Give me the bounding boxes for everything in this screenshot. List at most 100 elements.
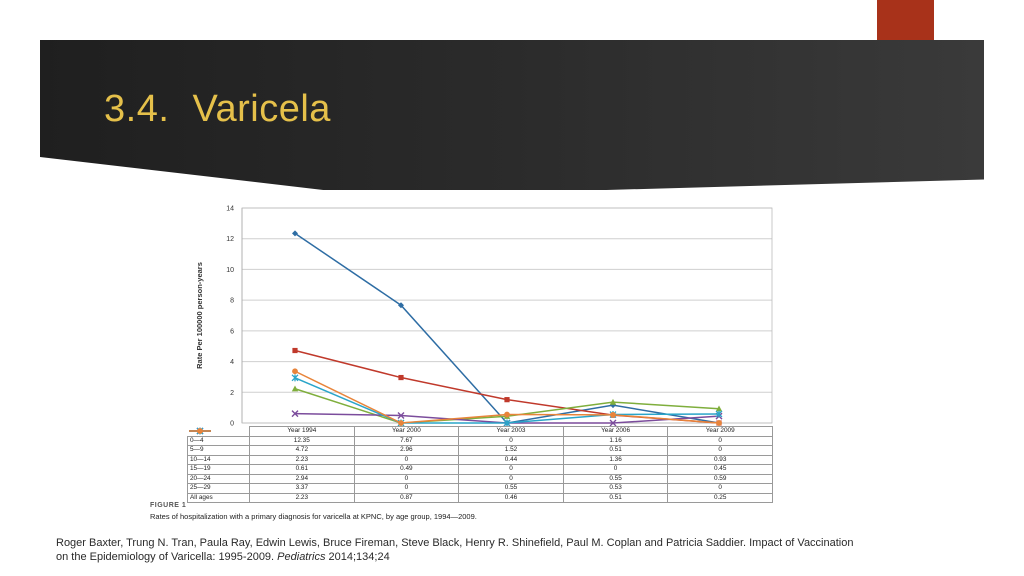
- y-tick-label: 14: [226, 206, 234, 213]
- series-name: 15—19: [190, 465, 211, 472]
- data-point: [715, 405, 723, 412]
- table-row: 0—4 12.35 7.67 0 1.16 0: [187, 427, 773, 446]
- figure-label: FIGURE 1: [150, 502, 187, 509]
- table-header-cell: Year 2000: [353, 426, 460, 437]
- table-row-all-ages: All ages 2.23 0.87 0.46 0.51 0.25: [187, 492, 773, 503]
- table-cell: 0: [458, 435, 564, 446]
- table-header-row: Year 1994 Year 2000 Year 2003 Year 2006 …: [187, 426, 773, 437]
- table-cell: 0: [667, 435, 773, 446]
- data-point: [292, 368, 298, 375]
- table-cell: 0.53: [562, 483, 669, 494]
- series-0—4: [292, 230, 722, 426]
- table-header-cell: Year 2009: [667, 426, 773, 437]
- data-point: [292, 347, 298, 354]
- y-tick-label: 4: [230, 359, 234, 366]
- table-cell: 0.51: [562, 492, 669, 503]
- table-cell: 0: [458, 473, 564, 484]
- table-cell: 2.94: [249, 473, 355, 484]
- summary-row-label: All ages: [187, 492, 250, 503]
- table-row: 25—29 3.37 0 0.55 0.53 0: [187, 427, 773, 494]
- data-point: [291, 374, 299, 382]
- table-cell: 2.23: [249, 454, 355, 465]
- title-banner: [40, 40, 984, 190]
- legend-cell: 5—9: [187, 427, 250, 456]
- series-name: 5—9: [190, 446, 204, 453]
- series-name: 10—14: [190, 455, 211, 463]
- legend-cell: 25—29: [187, 427, 250, 494]
- table-cell: 0.61: [249, 464, 355, 475]
- table-cell: 12.35: [249, 435, 355, 446]
- table-cell: 0.55: [458, 483, 564, 494]
- data-point: [504, 411, 510, 418]
- table-cell: 0: [562, 464, 669, 475]
- series-name: 20—24: [190, 474, 211, 482]
- table-row: 15—19 0.61 0.49 0 0 0.45: [187, 427, 773, 475]
- data-point: [397, 411, 405, 419]
- data-table: Year 1994 Year 2000 Year 2003 Year 2006 …: [187, 426, 773, 503]
- data-point: [504, 397, 510, 403]
- table-row: 20—24 2.94 0 0 0.55 0.59: [187, 427, 773, 484]
- legend-cell: 20—24: [187, 427, 250, 484]
- table-cell: 0: [353, 454, 460, 465]
- data-point: [398, 302, 404, 309]
- table-cell: 3.37: [249, 483, 355, 494]
- data-point: [292, 230, 298, 237]
- table-cell: 2.23: [249, 492, 355, 503]
- citation-volume: 2014;134;24: [325, 551, 390, 563]
- table-cell: 0.45: [667, 464, 773, 475]
- table-cell: 0.55: [562, 473, 669, 484]
- table-cell: 4.72: [249, 445, 355, 456]
- table-header-cell: Year 2003: [458, 426, 564, 437]
- y-axis-label: Rate Per 100000 person-years: [195, 262, 204, 369]
- data-point: [610, 411, 616, 418]
- table-cell: 0.44: [458, 454, 564, 465]
- y-tick-label: 2: [230, 390, 234, 397]
- data-point: [398, 420, 404, 426]
- table-header-cell: Year 1994: [249, 426, 355, 437]
- table-cell: 0: [667, 483, 773, 494]
- table-cell: 7.67: [353, 435, 460, 446]
- y-tick-label: 12: [226, 236, 234, 243]
- table-cell: 0.93: [667, 454, 773, 465]
- data-point: [715, 410, 723, 418]
- y-tick-label: 0: [230, 421, 234, 428]
- table-cell: 2.96: [353, 445, 460, 456]
- legend-cell: 10—14: [187, 427, 250, 465]
- data-point: [716, 420, 722, 426]
- y-tick-label: 10: [226, 267, 234, 274]
- table-cell: 0.46: [458, 492, 564, 503]
- series-name: 0—4: [190, 436, 204, 444]
- legend-cell: 15—19: [187, 427, 250, 475]
- citation: Roger Baxter, Trung N. Tran, Paula Ray, …: [56, 536, 856, 564]
- table-row: 5—9 4.72 2.96 1.52 0.51 0: [187, 427, 773, 456]
- data-point: [291, 410, 299, 418]
- table-cell: 0: [353, 483, 460, 494]
- y-tick-label: 6: [230, 328, 234, 335]
- table-cell: 0: [667, 445, 773, 456]
- table-cell: 1.16: [562, 435, 669, 446]
- citation-text: Roger Baxter, Trung N. Tran, Paula Ray, …: [56, 537, 854, 563]
- data-point: [609, 398, 617, 405]
- table-cell: 0: [458, 464, 564, 475]
- table-cell: 0.59: [667, 473, 773, 484]
- line-chart: 0 2 4 6 8 10 12 14 Rate Per 100000 person-years: [195, 206, 773, 428]
- table-header-cell: Year 2006: [562, 426, 669, 437]
- plot-frame: [241, 207, 773, 424]
- series-line: [294, 232, 720, 424]
- figure-caption: Rates of hospitalization with a primary …: [150, 512, 477, 521]
- table-cell: 0: [353, 473, 460, 484]
- table-row: 10—14 2.23 0 0.44 1.36 0.93: [187, 427, 773, 465]
- data-point: [291, 385, 299, 392]
- slide-title: 3.4. Varicela: [104, 88, 331, 130]
- citation-journal: Pediatrics: [277, 551, 326, 563]
- legend-cell: 0—4: [187, 427, 250, 446]
- table-cell: 0.25: [667, 492, 773, 503]
- data-point: [503, 419, 511, 427]
- data-point: [398, 374, 404, 381]
- figure-image: 0 2 4 6 8 10 12 14 Rate Per 100000 person-years …: [150, 195, 775, 525]
- table-cell: 0.87: [353, 492, 460, 503]
- table-cell: 0.51: [562, 445, 669, 456]
- y-tick-label: 8: [230, 298, 234, 305]
- data-point: [609, 419, 617, 427]
- table-cell: 0.49: [353, 464, 460, 475]
